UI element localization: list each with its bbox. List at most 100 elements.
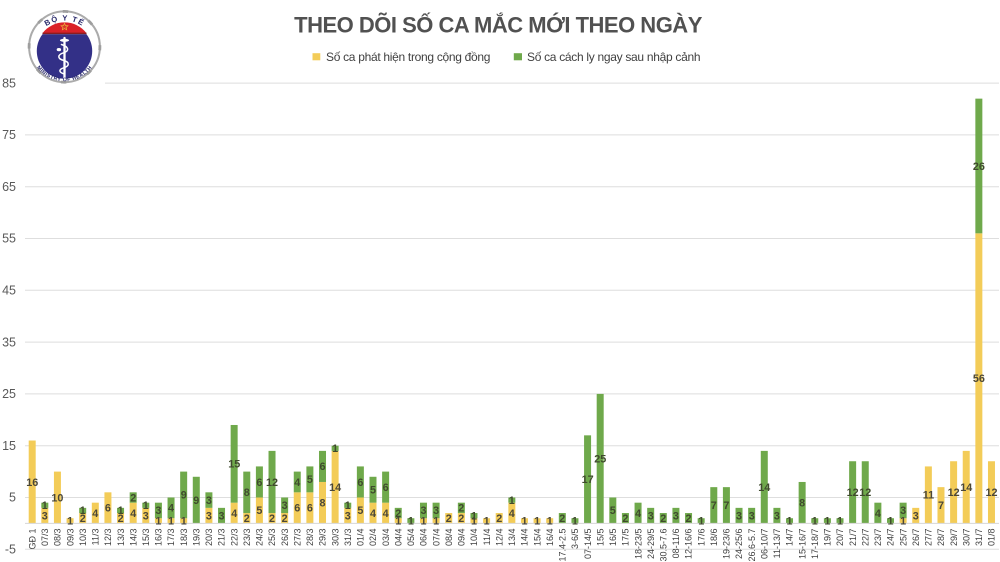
- svg-text:2: 2: [130, 492, 136, 504]
- svg-text:3: 3: [218, 510, 224, 522]
- svg-text:12: 12: [948, 487, 960, 499]
- svg-text:26: 26: [973, 161, 985, 173]
- svg-text:28/7: 28/7: [936, 529, 946, 547]
- svg-text:24-29/5: 24-29/5: [646, 529, 656, 560]
- svg-text:15/3: 15/3: [141, 529, 151, 547]
- svg-text:1: 1: [433, 516, 439, 528]
- svg-text:1: 1: [471, 510, 477, 522]
- svg-text:24-25/6: 24-25/6: [734, 529, 744, 560]
- svg-text:6: 6: [383, 482, 389, 494]
- svg-text:3: 3: [42, 510, 48, 522]
- svg-text:20/3: 20/3: [204, 529, 214, 547]
- svg-text:6: 6: [256, 477, 262, 489]
- svg-text:BỘ Y TẾ: BỘ Y TẾ: [43, 13, 87, 27]
- svg-text:2: 2: [458, 513, 464, 525]
- svg-text:1: 1: [143, 500, 149, 512]
- svg-text:45: 45: [2, 284, 16, 298]
- svg-text:7: 7: [723, 500, 729, 512]
- svg-text:12/3: 12/3: [103, 529, 113, 547]
- svg-text:4: 4: [370, 508, 376, 520]
- svg-text:Số ca phát hiện trong cộng đồn: Số ca phát hiện trong cộng đồng: [326, 50, 490, 64]
- svg-text:3: 3: [749, 510, 755, 522]
- svg-text:01/4: 01/4: [356, 529, 366, 547]
- svg-text:08-11/6: 08-11/6: [671, 529, 681, 559]
- svg-text:55: 55: [2, 232, 16, 246]
- svg-text:3: 3: [900, 505, 906, 517]
- svg-text:25: 25: [594, 453, 606, 465]
- svg-text:16: 16: [26, 477, 38, 489]
- svg-text:65: 65: [2, 180, 16, 194]
- svg-text:3: 3: [206, 495, 212, 507]
- svg-text:2: 2: [446, 513, 452, 525]
- svg-text:15/4: 15/4: [532, 529, 542, 547]
- svg-text:3: 3: [345, 510, 351, 522]
- svg-text:75: 75: [2, 128, 16, 142]
- svg-text:14/3: 14/3: [128, 529, 138, 547]
- svg-text:3: 3: [736, 510, 742, 522]
- svg-text:3: 3: [282, 500, 288, 512]
- svg-text:16/3: 16/3: [154, 529, 164, 547]
- svg-text:30.5-7.6: 30.5-7.6: [659, 529, 669, 562]
- svg-text:4: 4: [294, 477, 300, 489]
- svg-text:3: 3: [913, 510, 919, 522]
- svg-text:20/7: 20/7: [835, 529, 845, 547]
- svg-text:25/3: 25/3: [267, 529, 277, 547]
- svg-text:07-14/5: 07-14/5: [583, 529, 593, 560]
- svg-text:25: 25: [2, 387, 16, 401]
- svg-text:1: 1: [698, 516, 704, 528]
- svg-text:9: 9: [193, 495, 199, 507]
- svg-text:1: 1: [345, 500, 351, 512]
- svg-text:1: 1: [155, 516, 161, 528]
- svg-text:12: 12: [847, 487, 859, 499]
- svg-text:5: 5: [307, 474, 313, 486]
- svg-text:6: 6: [294, 503, 300, 515]
- svg-text:4: 4: [231, 508, 237, 520]
- svg-text:5: 5: [357, 505, 363, 517]
- svg-text:12/4: 12/4: [494, 529, 504, 547]
- svg-text:19-23/6: 19-23/6: [722, 529, 732, 560]
- svg-text:1: 1: [80, 505, 86, 517]
- svg-text:9: 9: [181, 490, 187, 502]
- svg-text:18/3: 18/3: [179, 529, 189, 547]
- svg-text:28/3: 28/3: [305, 529, 315, 547]
- svg-text:7: 7: [938, 500, 944, 512]
- svg-text:24/7: 24/7: [886, 529, 896, 547]
- svg-text:8: 8: [244, 487, 250, 499]
- svg-text:1: 1: [420, 516, 426, 528]
- svg-text:4: 4: [92, 508, 98, 520]
- svg-text:3: 3: [143, 510, 149, 522]
- svg-text:3: 3: [673, 510, 679, 522]
- svg-text:10: 10: [51, 492, 63, 504]
- svg-text:31/7: 31/7: [974, 529, 984, 547]
- svg-text:56: 56: [973, 373, 985, 385]
- svg-text:1: 1: [332, 443, 338, 455]
- svg-text:6: 6: [105, 503, 111, 515]
- svg-text:21/7: 21/7: [848, 529, 858, 547]
- svg-text:2: 2: [244, 513, 250, 525]
- svg-text:13/4: 13/4: [507, 529, 517, 547]
- svg-text:1: 1: [547, 516, 553, 528]
- svg-text:06-10/7: 06-10/7: [760, 529, 770, 560]
- svg-text:4: 4: [635, 508, 641, 520]
- svg-text:5: 5: [9, 491, 16, 505]
- svg-text:26/7: 26/7: [911, 529, 921, 547]
- svg-text:1: 1: [118, 505, 124, 517]
- svg-text:8: 8: [319, 498, 325, 510]
- svg-text:3: 3: [774, 510, 780, 522]
- svg-text:14: 14: [758, 482, 770, 494]
- svg-text:1: 1: [521, 516, 527, 528]
- svg-text:1: 1: [824, 516, 830, 528]
- svg-text:2: 2: [80, 513, 86, 525]
- svg-text:4: 4: [509, 508, 515, 520]
- svg-text:2: 2: [118, 513, 124, 525]
- svg-text:7: 7: [711, 500, 717, 512]
- svg-text:11: 11: [923, 490, 934, 502]
- svg-text:01/8: 01/8: [987, 529, 997, 547]
- svg-text:3: 3: [155, 505, 161, 517]
- svg-text:5: 5: [256, 505, 262, 517]
- svg-text:16/4: 16/4: [545, 529, 555, 547]
- svg-text:1: 1: [509, 495, 515, 507]
- svg-text:5: 5: [370, 485, 376, 497]
- svg-text:19/7: 19/7: [823, 529, 833, 547]
- svg-text:22/7: 22/7: [861, 529, 871, 547]
